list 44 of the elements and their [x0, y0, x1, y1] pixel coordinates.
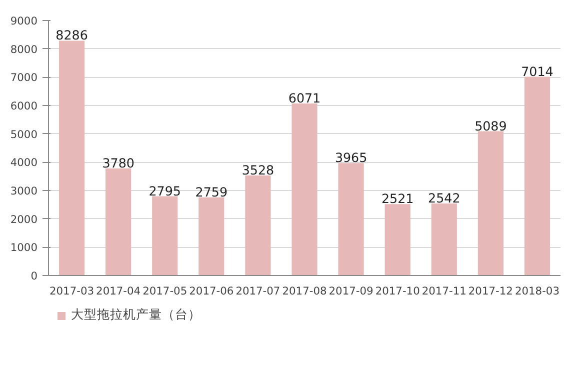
- x-tick-label: 2017-12: [468, 284, 513, 298]
- x-tick-label: 2017-09: [328, 284, 374, 298]
- data-label: 2759: [195, 184, 228, 200]
- data-label: 2542: [428, 190, 460, 206]
- x-tick-label: 2017-03: [50, 284, 94, 298]
- bar: [152, 196, 178, 276]
- data-label: 3965: [334, 150, 368, 166]
- x-tick-label: 2017-07: [236, 284, 280, 298]
- y-tick-label: 0: [30, 270, 38, 282]
- bar: [524, 76, 550, 276]
- y-tick-label: 6000: [10, 100, 38, 112]
- y-tick-label: 9000: [10, 14, 38, 28]
- data-label: 3780: [102, 155, 134, 170]
- bar: [58, 40, 85, 276]
- bar: [198, 197, 224, 276]
- x-tick-label: 2017-10: [375, 284, 420, 298]
- y-tick-label: 3000: [10, 184, 38, 198]
- x-tick-label: 2017-06: [189, 284, 234, 298]
- legend-label: 大型拖拉机产量（台）: [71, 306, 201, 324]
- bar: [478, 131, 504, 276]
- x-tick-label: 2017-08: [282, 284, 327, 298]
- bar: [431, 203, 457, 276]
- data-label: 7014: [521, 64, 554, 79]
- data-label: 3528: [242, 162, 274, 178]
- data-label: 2521: [381, 191, 414, 206]
- bar: [338, 163, 364, 276]
- data-label: 2795: [148, 183, 181, 198]
- data-label: 8286: [56, 28, 88, 43]
- y-tick-label: 1000: [10, 241, 38, 254]
- x-tick-label: 2017-11: [422, 284, 466, 298]
- x-tick-label: 2017-04: [96, 284, 141, 298]
- bar: [292, 103, 318, 276]
- y-tick-label: 4000: [10, 156, 38, 170]
- y-tick-label: 5000: [10, 128, 38, 141]
- data-label: 6071: [288, 90, 321, 106]
- bar: [106, 168, 132, 276]
- data-label: 5089: [474, 118, 507, 134]
- bar: [384, 204, 410, 276]
- x-tick-label: 2018-03: [514, 284, 560, 298]
- y-tick-label: 2000: [10, 212, 38, 226]
- y-tick-label: 8000: [10, 42, 38, 56]
- x-tick-label: 2017-05: [142, 284, 188, 298]
- y-tick-label: 7000: [10, 71, 38, 84]
- bar: [245, 176, 271, 276]
